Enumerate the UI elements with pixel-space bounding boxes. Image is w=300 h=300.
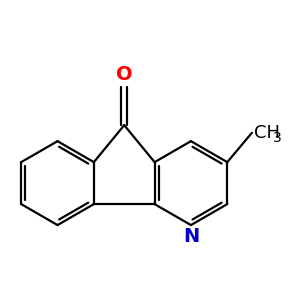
Text: O: O (116, 65, 133, 84)
Text: N: N (183, 227, 199, 246)
Text: CH: CH (254, 124, 280, 142)
Text: 3: 3 (272, 131, 281, 145)
